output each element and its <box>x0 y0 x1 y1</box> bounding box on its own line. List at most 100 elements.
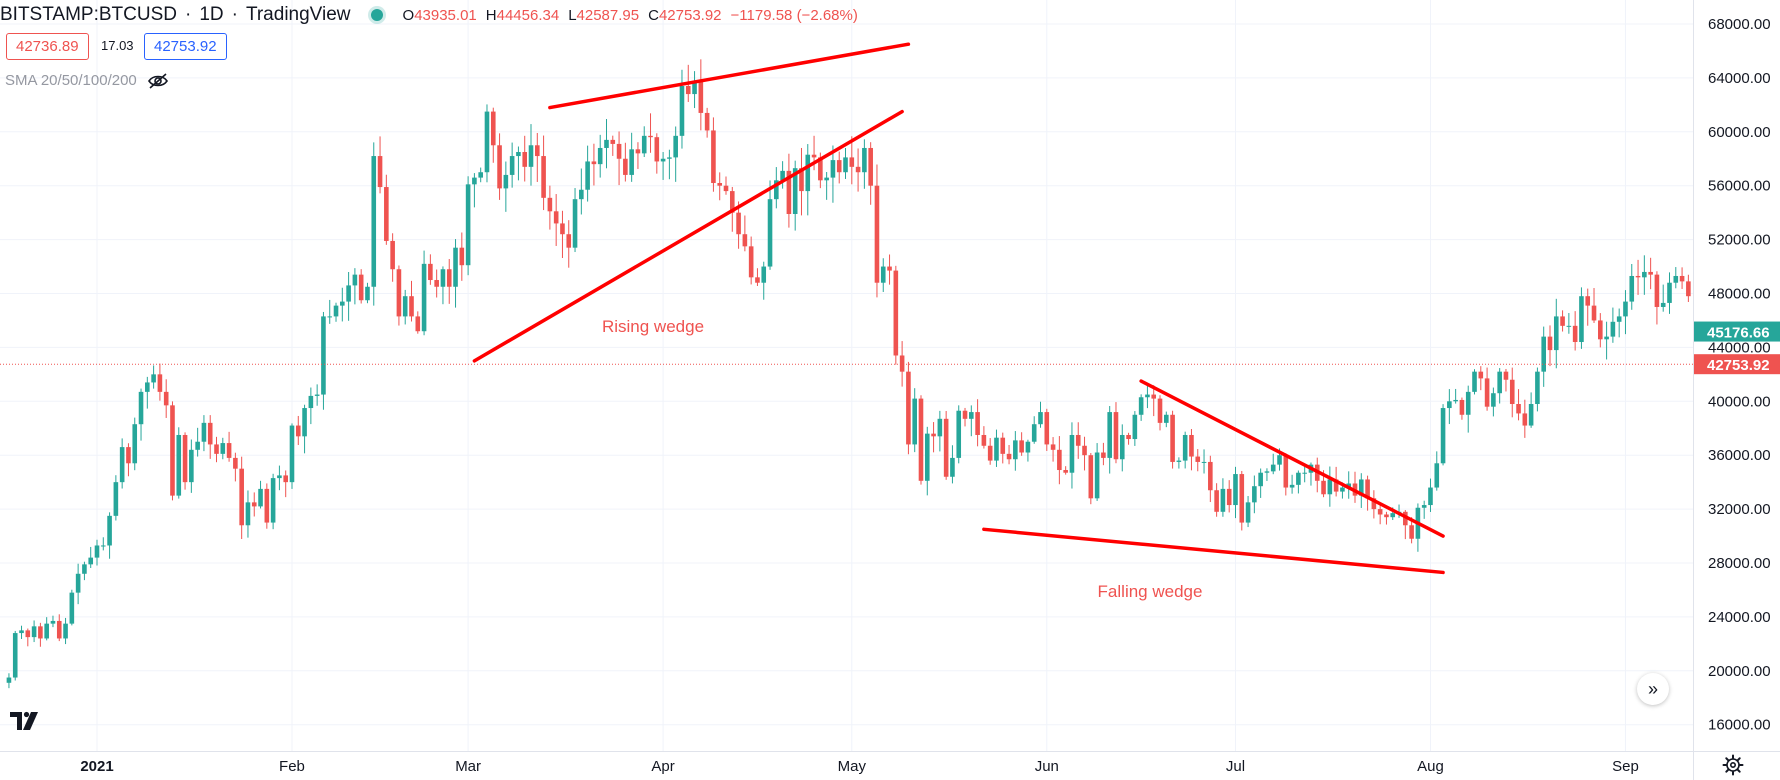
candle-body <box>396 269 402 317</box>
close-price-tag: 42753.92 <box>1694 354 1780 375</box>
candle-body <box>421 263 427 332</box>
candle-body <box>1365 479 1370 499</box>
candle-body <box>855 166 861 173</box>
candle-body <box>56 620 62 639</box>
candle-body <box>145 382 150 392</box>
candle-body <box>729 191 735 213</box>
ohlc-open: O43935.01 <box>402 6 477 24</box>
candle-body <box>862 147 867 173</box>
candle-body <box>1239 474 1245 523</box>
tradingview-logo-icon[interactable] <box>8 706 42 734</box>
candle-body <box>220 443 226 454</box>
candle-body <box>472 177 477 185</box>
candle-body <box>1214 490 1219 512</box>
candle-body <box>1535 371 1540 404</box>
spread-value: 17.03 <box>101 38 134 53</box>
indicator-legend[interactable]: SMA 20/50/100/200 <box>5 72 169 89</box>
candle-body <box>704 112 710 131</box>
candle-body <box>1377 509 1383 515</box>
y-tick-label: 60000.00 <box>1708 124 1771 141</box>
candle-body <box>12 633 18 678</box>
candle-body <box>824 177 829 181</box>
candle-body <box>94 545 100 558</box>
candle-body <box>358 274 364 301</box>
candle-body <box>1679 275 1685 282</box>
candle-body <box>899 355 905 372</box>
close-price-tag-text: 42753.92 <box>1707 357 1770 374</box>
candle-body <box>1566 325 1572 327</box>
candle-body <box>1075 434 1081 446</box>
scroll-to-realtime-button[interactable]: » <box>1637 673 1669 705</box>
y-tick-label: 36000.00 <box>1708 447 1771 464</box>
indicator-label: SMA 20/50/100/200 <box>5 72 137 89</box>
candle-body <box>346 285 351 302</box>
candle-body <box>1547 336 1553 351</box>
candle-body <box>264 488 270 523</box>
candle-body <box>711 130 716 184</box>
candle-body <box>1503 371 1509 380</box>
rising-wedge-upper-line <box>548 42 911 110</box>
x-tick-label: Aug <box>1417 758 1444 775</box>
buy-price-button[interactable]: 42753.92 <box>144 33 227 60</box>
candle-body <box>509 156 515 175</box>
candle-body <box>780 170 785 181</box>
candle-body <box>1170 414 1175 462</box>
candle-body <box>541 156 546 198</box>
falling-wedge-upper-line <box>1139 379 1445 538</box>
candle-body <box>38 626 43 639</box>
candle-body <box>100 545 106 547</box>
y-tick-label: 40000.00 <box>1708 393 1771 410</box>
candle-body <box>302 408 307 437</box>
candle-body <box>1604 336 1609 340</box>
candle-body <box>736 212 741 235</box>
gear-icon[interactable] <box>1722 754 1744 776</box>
candle-body <box>969 412 974 419</box>
falling-wedge-label: Falling wedge <box>1098 582 1203 601</box>
candle-body <box>799 168 804 192</box>
candle-body <box>1258 472 1263 487</box>
candle-body <box>585 161 590 190</box>
sell-price-button[interactable]: 42736.89 <box>6 33 89 60</box>
candle-body <box>912 398 917 445</box>
candle-body <box>1648 271 1653 275</box>
candle-body <box>679 85 685 136</box>
candle-body <box>673 135 678 158</box>
market-status-icon[interactable] <box>370 9 383 21</box>
candle-body <box>692 81 697 95</box>
interval-label[interactable]: 1D <box>199 4 224 25</box>
candle-body <box>163 391 169 406</box>
rising-wedge-lower-line <box>472 109 904 363</box>
candle-body <box>1296 472 1301 485</box>
candle-body <box>1119 434 1125 460</box>
candle-body <box>1453 399 1458 402</box>
price-axis: 16000.00 20000.00 24000.00 28000.00 32000.00… <box>1708 16 1771 734</box>
candle-body <box>1409 525 1414 539</box>
candle-body <box>1434 463 1440 488</box>
eye-crossed-icon[interactable] <box>147 72 169 89</box>
candle-body <box>1038 412 1043 425</box>
candle-body <box>1182 434 1188 461</box>
candle-body <box>660 158 666 162</box>
ohlc-close: C42753.92 <box>648 6 722 24</box>
candle-body <box>1623 301 1628 317</box>
candle-body <box>742 234 748 247</box>
candle-body <box>1189 434 1194 457</box>
candle-body <box>69 592 75 624</box>
candle-body <box>446 269 452 287</box>
candle-body <box>1598 320 1603 340</box>
symbol-title[interactable]: BITSTAMP:BTCUSD <box>0 4 177 25</box>
candle-body <box>490 111 496 146</box>
candle-body <box>1101 452 1106 458</box>
candle-body <box>82 564 87 574</box>
candles <box>6 59 1691 689</box>
candle-body <box>251 502 257 507</box>
candle-body <box>786 170 792 214</box>
candle-body <box>465 184 471 266</box>
candle-body <box>1327 479 1333 495</box>
candle-body <box>50 620 56 624</box>
candle-body <box>1113 412 1119 460</box>
candle-body <box>233 457 238 469</box>
ohlc-change: −1179.58 (−2.68%) <box>730 6 858 24</box>
candle-body <box>698 81 704 113</box>
